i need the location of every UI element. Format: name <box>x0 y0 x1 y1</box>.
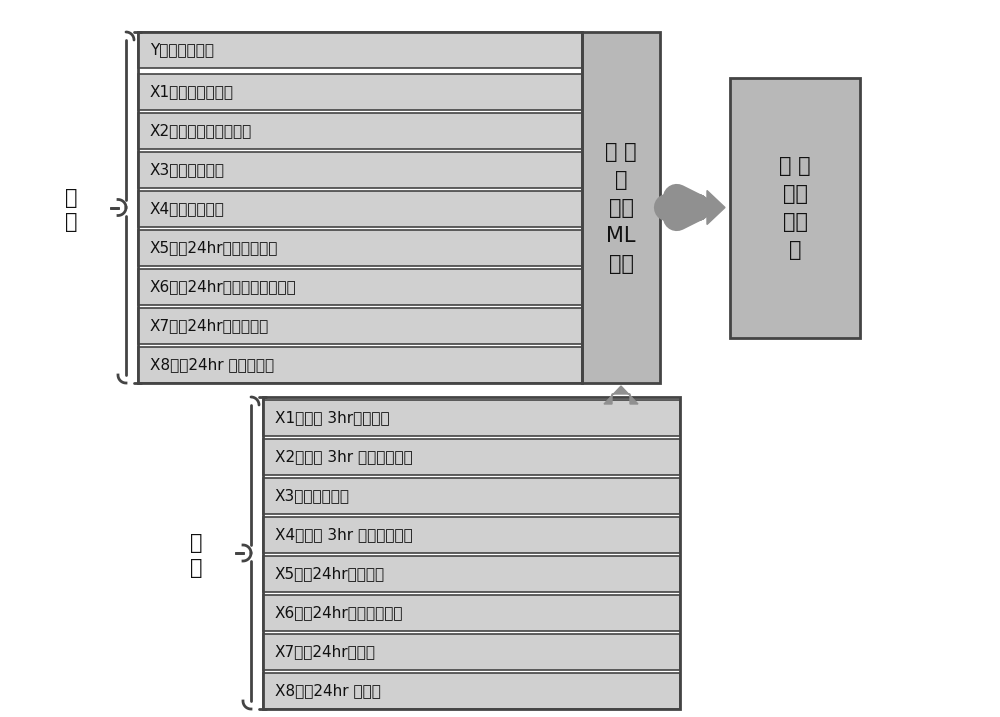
Text: X7：前24hr进水温历史: X7：前24hr进水温历史 <box>150 318 269 333</box>
Bar <box>582 32 660 383</box>
Text: 预测: 预测 <box>608 197 634 217</box>
Text: X4：未来 3hr 室内温设定值: X4：未来 3hr 室内温设定值 <box>275 528 413 543</box>
Bar <box>263 439 680 475</box>
Text: X1：室外气温历史: X1：室外气温历史 <box>150 85 234 100</box>
Bar <box>263 595 680 631</box>
Bar <box>138 32 582 383</box>
Bar <box>138 230 582 266</box>
Text: 练: 练 <box>65 212 77 232</box>
Bar <box>138 32 582 68</box>
Text: X5：前24hr室外气温: X5：前24hr室外气温 <box>275 566 385 581</box>
Text: 回 水: 回 水 <box>605 141 637 161</box>
Bar <box>263 517 680 553</box>
Text: X6：前24hr室外相对湿度: X6：前24hr室外相对湿度 <box>275 605 404 620</box>
Text: X5：前24hr室外气温历史: X5：前24hr室外气温历史 <box>150 240 278 255</box>
Text: 温: 温 <box>615 169 627 189</box>
Bar <box>730 77 860 338</box>
Text: X8：前24hr 室内温历史: X8：前24hr 室内温历史 <box>150 358 274 373</box>
Bar <box>263 634 680 670</box>
Text: X3：进水温历史: X3：进水温历史 <box>150 163 225 178</box>
Bar <box>263 673 680 709</box>
Text: X7：前24hr进水温: X7：前24hr进水温 <box>275 645 376 660</box>
Bar <box>138 347 582 383</box>
Bar <box>138 113 582 149</box>
Text: 温预: 温预 <box>782 184 808 204</box>
Text: X2：室外相对湿度历史: X2：室外相对湿度历史 <box>150 123 252 138</box>
Bar <box>138 152 582 188</box>
Text: Y：回水温历史: Y：回水温历史 <box>150 42 214 57</box>
Bar <box>263 397 680 709</box>
Text: 回 水: 回 水 <box>779 156 811 176</box>
Bar <box>138 74 582 110</box>
Text: X6：前24hr室外相对湿度历史: X6：前24hr室外相对湿度历史 <box>150 280 297 295</box>
FancyArrow shape <box>604 386 638 404</box>
Text: 测结: 测结 <box>782 212 808 232</box>
Text: ML: ML <box>606 226 636 245</box>
Text: X4：室内温历史: X4：室内温历史 <box>150 201 225 217</box>
Text: 模型: 模型 <box>608 254 634 273</box>
Bar <box>138 308 582 344</box>
Bar <box>138 191 582 227</box>
Bar <box>263 556 680 592</box>
Text: X2：未来 3hr 室外相对湿度: X2：未来 3hr 室外相对湿度 <box>275 450 413 465</box>
Text: X3：当前进水温: X3：当前进水温 <box>275 488 350 503</box>
Text: 训: 训 <box>65 188 77 207</box>
Bar <box>263 478 680 514</box>
Text: 预: 预 <box>190 533 202 553</box>
Text: 果: 果 <box>789 239 801 260</box>
Text: X1：未来 3hr室外气温: X1：未来 3hr室外气温 <box>275 411 390 425</box>
Text: 测: 测 <box>190 558 202 578</box>
Text: X8：前24hr 室内温: X8：前24hr 室内温 <box>275 683 381 698</box>
Bar <box>138 269 582 305</box>
FancyArrow shape <box>665 191 725 224</box>
Bar <box>263 400 680 436</box>
